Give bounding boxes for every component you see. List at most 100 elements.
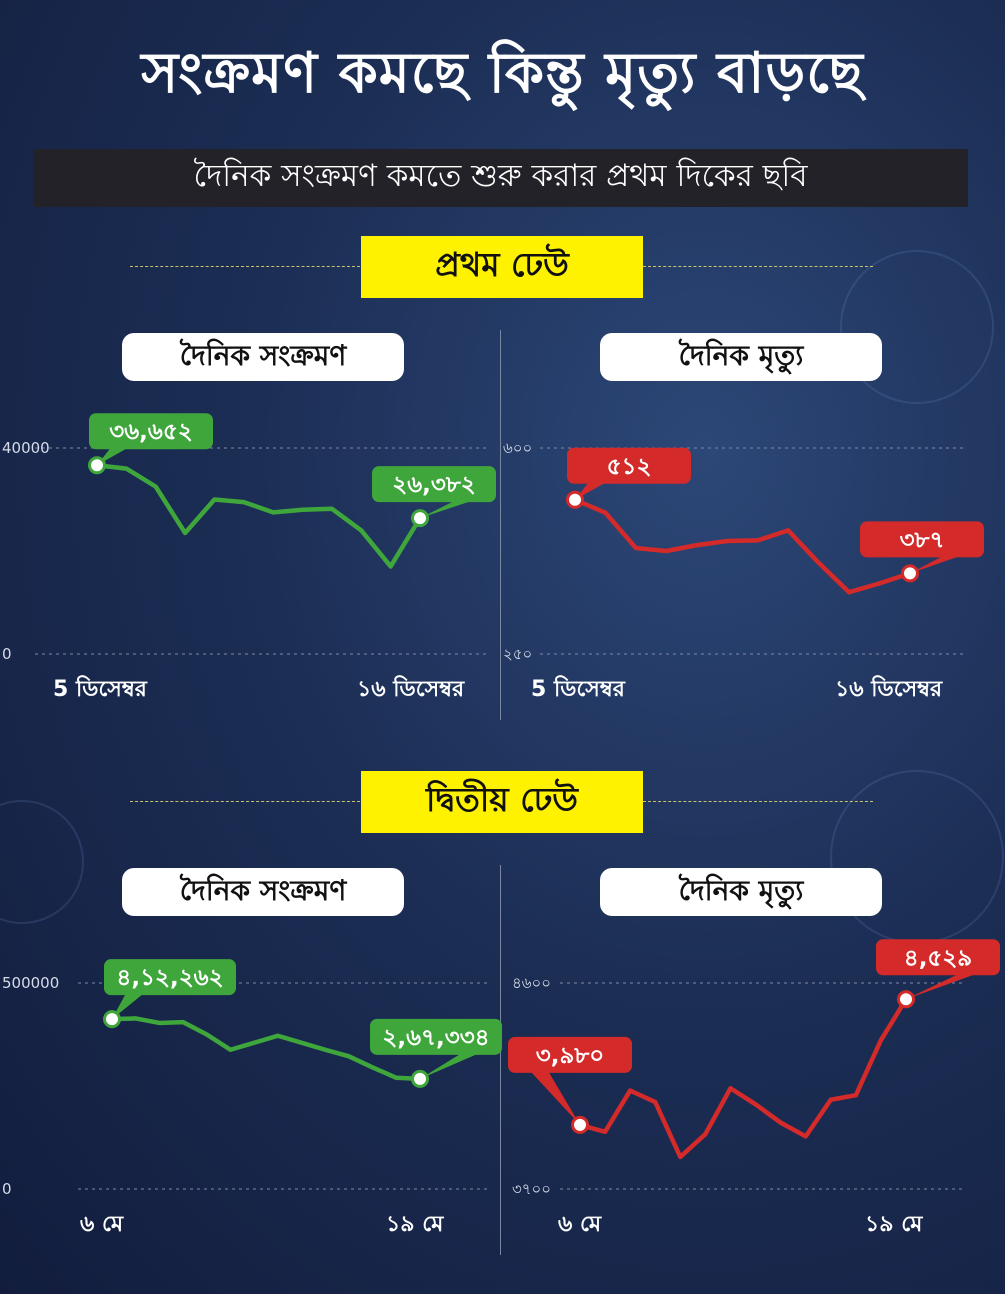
data-point	[359, 528, 363, 532]
callout-box	[89, 413, 213, 450]
y-tick-label: ২৫০	[503, 645, 532, 663]
callout-pointer	[575, 481, 607, 500]
callout-pointer	[112, 993, 144, 1020]
callout-box	[104, 959, 236, 996]
data-point	[804, 1134, 808, 1138]
subtitle-text: দৈনিক সংক্রমণ কমতে শুরু করার প্রথম দিকের…	[193, 158, 808, 194]
callout-box	[370, 1018, 502, 1055]
data-point	[634, 546, 638, 550]
data-label: ২,৬৭,৩৩৪	[382, 1025, 489, 1051]
data-point	[603, 511, 607, 515]
virus-decoration	[840, 250, 994, 404]
data-point	[301, 508, 305, 512]
endpoint-marker	[901, 564, 919, 583]
data-point	[754, 1102, 758, 1106]
data-label: ৩,৯৮০	[536, 1043, 605, 1069]
series-line	[577, 997, 909, 1160]
data-point	[756, 538, 760, 542]
data-label: ৫১২	[607, 454, 652, 480]
x-end-label: ১৯ মে	[865, 1212, 923, 1237]
data-point	[703, 1132, 707, 1136]
y-tick-label: 40000	[2, 439, 50, 457]
x-end-label: ১৬ ডিসেম্বর	[835, 677, 943, 702]
endpoint-marker	[897, 990, 915, 1009]
data-point	[695, 543, 699, 547]
panel-label-death: দৈনিক মৃত্যু	[600, 333, 882, 381]
endpoint-marker	[88, 456, 106, 475]
data-point	[728, 1086, 732, 1090]
data-point	[347, 1054, 351, 1058]
data-point	[323, 1048, 327, 1052]
wave-2-banner: দ্বিতীয় ঢেউ	[361, 771, 643, 833]
data-point	[389, 564, 393, 568]
data-point	[664, 549, 668, 553]
y-tick-label: 0	[2, 645, 12, 663]
endpoint-marker	[103, 1010, 121, 1029]
x-start-label: 5 ডিসেম্বর	[531, 677, 625, 702]
data-point	[603, 1130, 607, 1134]
data-point	[134, 1016, 138, 1020]
callout-box	[372, 466, 496, 503]
data-point	[847, 590, 851, 594]
wave-2-line-left	[130, 801, 360, 802]
data-label: ৩৮৭	[900, 527, 945, 553]
data-point	[878, 581, 882, 585]
data-point	[725, 539, 729, 543]
callout-pointer	[530, 1070, 580, 1125]
series-line	[109, 1016, 423, 1082]
x-start-label: 5 ডিসেম্বর	[53, 677, 147, 702]
callout-box	[567, 447, 691, 484]
wave-1-line-left	[130, 266, 360, 267]
panel-label-death: দৈনিক মৃত্যু	[600, 868, 882, 916]
callout-box	[508, 1036, 632, 1073]
data-point	[330, 507, 334, 511]
wave-2-line-right	[643, 801, 873, 802]
data-point	[394, 1076, 398, 1080]
data-label: ৩৬,৬৫২	[109, 419, 192, 445]
callout-pointer	[97, 447, 129, 466]
data-point	[205, 1033, 209, 1036]
y-tick-label: 500000	[2, 974, 59, 992]
data-label: ৪,১২,২৬২	[116, 965, 223, 991]
wave-1-banner: প্রথম ঢেউ	[361, 236, 643, 298]
data-label: ৪,৫২৯	[904, 945, 972, 971]
data-point	[300, 1041, 304, 1045]
data-point	[653, 1100, 657, 1104]
data-point	[183, 531, 187, 535]
panel-divider	[500, 330, 501, 720]
x-start-label: ৬ মে	[558, 1212, 602, 1237]
endpoint-marker	[566, 490, 584, 509]
callout-pointer	[420, 500, 474, 519]
series-line	[572, 497, 913, 595]
y-tick-label: ৩৭০০	[512, 1180, 551, 1198]
data-point	[242, 500, 246, 504]
y-tick-label: ৪৬০০	[512, 974, 551, 992]
x-start-label: ৬ মে	[80, 1212, 124, 1237]
data-point	[212, 498, 216, 501]
data-point	[271, 510, 275, 514]
data-point	[228, 1048, 232, 1052]
callout-box	[876, 939, 1000, 976]
data-point	[879, 1038, 883, 1042]
callout-box	[860, 521, 984, 558]
x-end-label: ১৬ ডিসেম্বর	[357, 677, 465, 702]
panel-label-infection: দৈনিক সংক্রমণ	[122, 868, 404, 916]
callout-pointer	[910, 555, 962, 574]
endpoint-marker	[411, 1069, 429, 1088]
x-end-label: ১৯ মে	[386, 1212, 444, 1237]
data-point	[157, 1021, 161, 1025]
endpoint-marker	[411, 509, 429, 528]
data-point	[854, 1093, 858, 1097]
data-point	[124, 467, 128, 471]
data-point	[252, 1041, 256, 1045]
page-title: সংক্রমণ কমছে কিন্তু মৃত্যু বাড়ছে	[141, 41, 864, 106]
data-point	[817, 561, 821, 565]
data-point	[154, 485, 158, 489]
data-point	[829, 1098, 833, 1102]
data-label: ২৬,৩৮২	[392, 472, 475, 498]
data-point	[678, 1155, 682, 1159]
wave-1-line-right	[643, 266, 873, 267]
data-point	[371, 1065, 375, 1069]
callout-pointer	[420, 1052, 480, 1079]
